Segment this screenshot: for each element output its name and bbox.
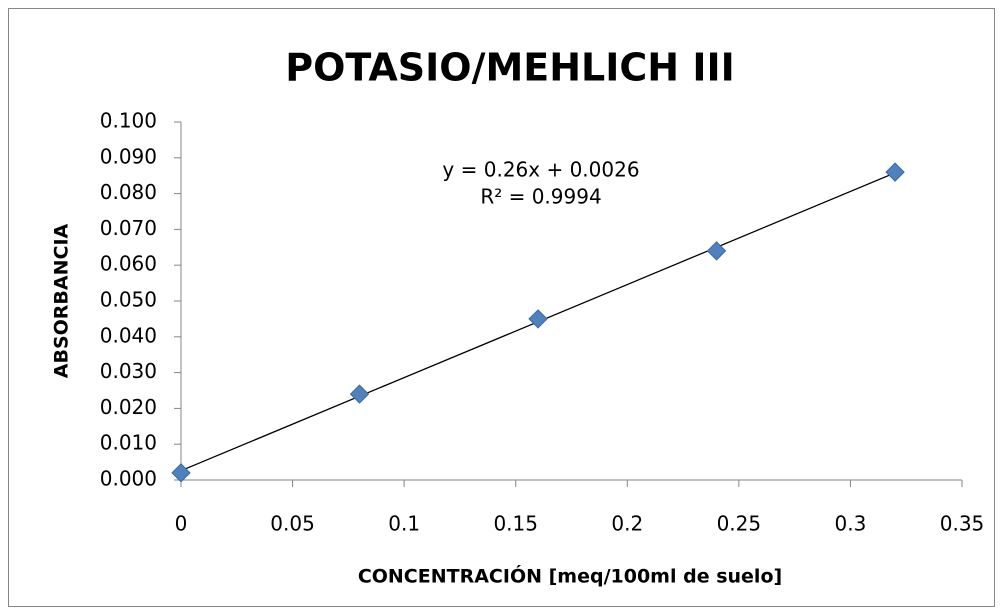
y-tick-label: 0.090 <box>100 144 157 168</box>
y-tick-label: 0.020 <box>100 395 157 419</box>
x-tick-label: 0.05 <box>270 512 315 536</box>
x-tick-label: 0.15 <box>493 512 538 536</box>
y-tick-label: 0.100 <box>100 109 157 133</box>
data-point <box>528 309 548 329</box>
data-point <box>171 463 191 483</box>
trendline-r2: R² = 0.9994 <box>480 185 601 209</box>
x-axis-label: CONCENTRACIÓN [meq/100ml de suelo] <box>358 564 782 588</box>
data-point <box>706 241 727 261</box>
x-tick-label: 0.35 <box>940 512 985 536</box>
y-axis-label: ABSORBANCIA <box>51 223 73 378</box>
y-tick-label: 0.060 <box>100 252 157 276</box>
trendline-equation: y = 0.26x + 0.0026 <box>442 158 639 182</box>
x-tick-label: 0 <box>175 512 188 536</box>
y-tick-label: 0.080 <box>100 180 157 204</box>
y-tick-label: 0.010 <box>100 431 157 455</box>
y-tick-label: 0.070 <box>100 216 157 240</box>
y-tick-label: 0.030 <box>100 359 157 383</box>
x-tick-label: 0.3 <box>835 512 867 536</box>
y-tick-label: 0.000 <box>100 467 157 491</box>
x-tick-label: 0.25 <box>717 512 762 536</box>
y-tick-label: 0.050 <box>100 288 157 312</box>
data-point <box>885 162 905 182</box>
chart-title: POTASIO/MEHLICH III <box>285 46 735 90</box>
y-tick-label: 0.040 <box>100 323 157 347</box>
x-tick-label: 0.2 <box>611 512 643 536</box>
x-tick-label: 0.1 <box>388 512 420 536</box>
chart-frame <box>8 8 995 607</box>
data-point <box>349 384 370 404</box>
